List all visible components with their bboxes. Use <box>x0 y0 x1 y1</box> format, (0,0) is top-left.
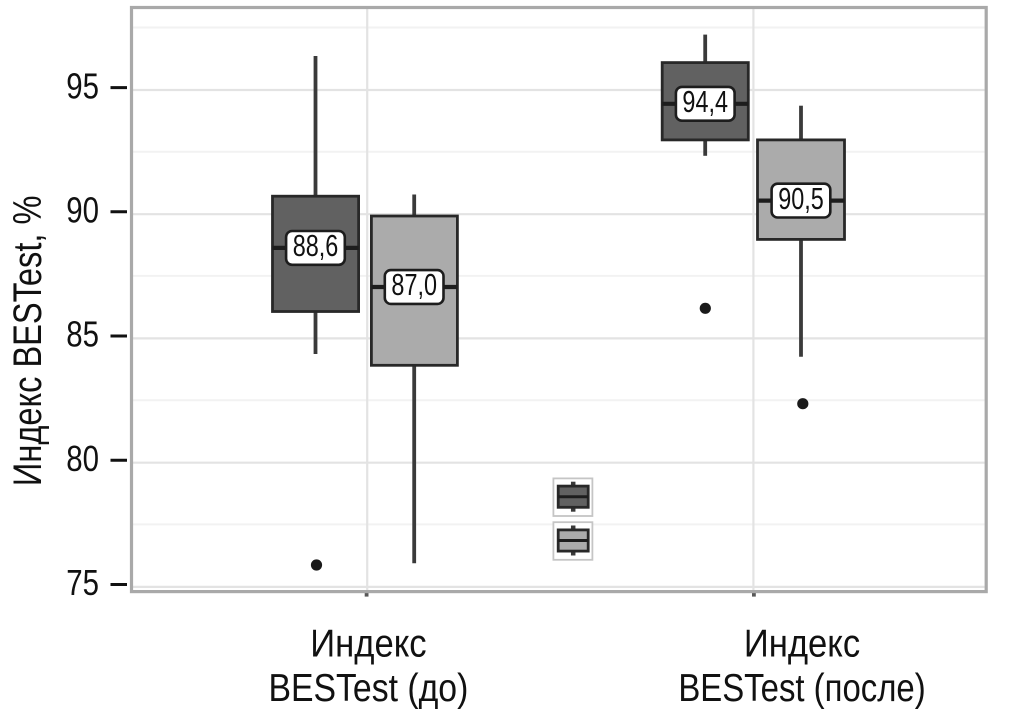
svg-text:Индекс: Индекс <box>744 622 860 665</box>
svg-text:Индекс: Индекс <box>310 622 426 665</box>
svg-text:80: 80 <box>66 438 99 479</box>
svg-text:87,0: 87,0 <box>391 267 437 302</box>
svg-text:90,5: 90,5 <box>778 181 824 216</box>
svg-text:88,6: 88,6 <box>293 228 339 263</box>
svg-text:Индекс BESTest, %: Индекс BESTest, % <box>5 196 50 487</box>
svg-text:90: 90 <box>66 190 99 231</box>
svg-text:94,4: 94,4 <box>682 84 728 119</box>
svg-text:95: 95 <box>66 65 99 106</box>
svg-text:75: 75 <box>66 562 99 603</box>
svg-text:BESTest (после): BESTest (после) <box>678 665 925 709</box>
svg-text:BESTest (до): BESTest (до) <box>268 666 468 710</box>
svg-text:85: 85 <box>66 314 99 355</box>
